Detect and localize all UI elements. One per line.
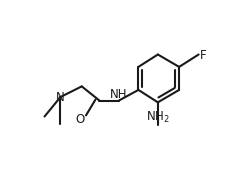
Text: N: N (56, 90, 65, 103)
Text: O: O (75, 113, 84, 126)
Text: NH$_2$: NH$_2$ (146, 110, 170, 125)
Text: F: F (200, 49, 206, 62)
Text: NH: NH (110, 88, 128, 101)
